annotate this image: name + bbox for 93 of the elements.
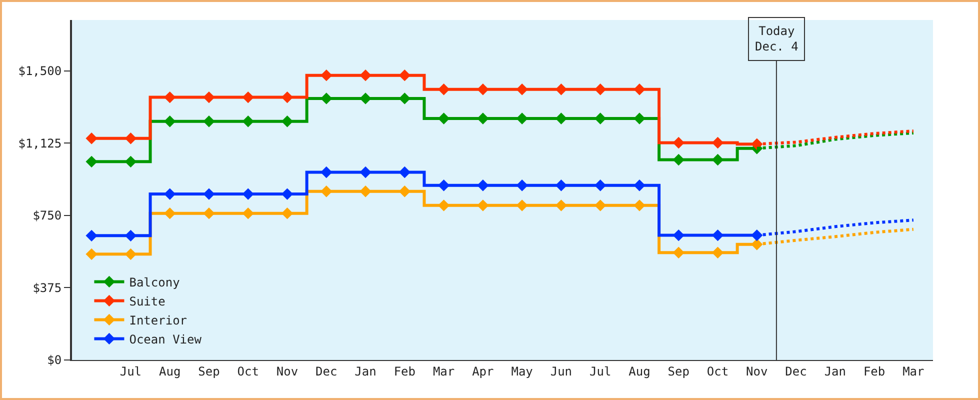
y-tick-label: $0 — [47, 353, 62, 368]
point — [516, 180, 528, 192]
point — [86, 248, 98, 260]
legend-label: Balcony — [129, 275, 180, 290]
point — [320, 186, 332, 198]
annotation: Today Dec. 4 — [755, 24, 798, 54]
point — [320, 69, 332, 82]
point — [281, 116, 294, 128]
point — [242, 91, 254, 104]
x-tick-label: Jul — [589, 364, 612, 378]
point — [438, 200, 450, 212]
point — [124, 230, 137, 242]
point — [712, 246, 724, 258]
point — [242, 188, 254, 200]
point — [634, 180, 646, 192]
x-tick-label: Jun — [550, 364, 572, 378]
point — [164, 207, 176, 220]
point — [360, 166, 372, 178]
point — [203, 91, 215, 104]
point — [477, 112, 489, 124]
x-tick-label: Dec — [316, 364, 338, 378]
point — [516, 112, 528, 124]
point — [164, 116, 176, 128]
point — [320, 166, 332, 178]
point — [203, 207, 215, 220]
y-tick-label: $750 — [32, 208, 62, 223]
point — [438, 84, 450, 96]
x-tick-label: Nov — [746, 364, 768, 378]
point — [86, 230, 98, 242]
x-tick-label: Mar — [432, 364, 455, 378]
x-tick-label: Nov — [276, 364, 298, 378]
point — [712, 229, 724, 242]
x-tick-label: Apr — [472, 364, 494, 378]
y-tick-label: $1,125 — [18, 136, 62, 150]
y-tick-label: $375 — [32, 280, 62, 295]
x-tick-label: Sep — [668, 364, 690, 378]
point — [555, 84, 568, 96]
point — [672, 246, 684, 258]
x-tick-label: Oct — [706, 364, 729, 378]
x-tick-label: Jan — [824, 364, 846, 378]
point — [594, 180, 606, 192]
point — [281, 91, 294, 104]
point — [398, 186, 411, 198]
x-tick-label: Dec — [785, 364, 807, 378]
x-tick-label: Oct — [237, 364, 259, 378]
point — [320, 92, 332, 104]
legend-label: Suite — [129, 294, 166, 308]
point — [634, 112, 646, 124]
legend-label: Interior — [129, 313, 188, 328]
point — [555, 200, 568, 212]
point — [360, 92, 372, 104]
point — [124, 132, 137, 144]
x-tick-label: Feb — [863, 364, 886, 378]
point — [124, 156, 137, 168]
point — [124, 248, 137, 260]
x-tick-label: Jul — [120, 364, 142, 378]
point — [594, 84, 606, 96]
point — [634, 200, 646, 212]
y-tick-label: $1,500 — [18, 64, 62, 78]
point — [438, 180, 450, 192]
point — [242, 116, 254, 128]
point — [398, 166, 411, 178]
point — [164, 91, 176, 104]
x-tick-label: Jan — [354, 364, 376, 378]
point — [516, 200, 528, 212]
legend-label: Ocean View — [129, 332, 202, 346]
point — [477, 84, 489, 96]
point — [634, 84, 646, 96]
x-tick-label: Mar — [902, 364, 924, 378]
point — [672, 154, 684, 166]
point — [281, 207, 294, 220]
x-tick-label: May — [511, 364, 533, 378]
point — [555, 180, 568, 192]
point — [360, 186, 372, 198]
point — [477, 200, 489, 212]
point — [360, 69, 372, 82]
point — [516, 84, 528, 96]
x-tick-label: Feb — [394, 364, 416, 378]
point — [594, 200, 606, 212]
point — [672, 229, 684, 242]
point — [712, 136, 724, 149]
point — [712, 154, 724, 166]
point — [242, 207, 254, 220]
point — [203, 116, 215, 128]
x-tick-label: Sep — [198, 364, 220, 378]
point — [398, 69, 411, 82]
point — [672, 136, 684, 149]
x-tick-label: Aug — [158, 364, 181, 378]
x-tick-label: Aug — [628, 364, 650, 378]
point — [86, 156, 98, 168]
point — [86, 132, 98, 144]
point — [477, 180, 489, 192]
point — [203, 188, 215, 200]
